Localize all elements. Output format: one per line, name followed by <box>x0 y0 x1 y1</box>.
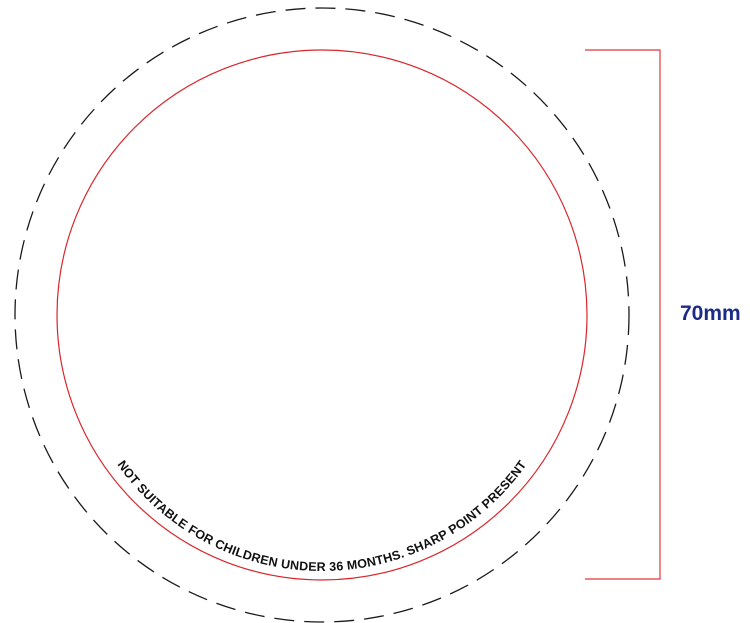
dimension-bracket <box>585 49 661 580</box>
dimension-label: 70mm <box>680 302 741 325</box>
bleed-circle-dashed <box>14 7 630 623</box>
safety-warning-curved-text: NOT SUITABLE FOR CHILDREN UNDER 36 MONTH… <box>115 458 530 574</box>
trim-circle-red <box>56 49 588 581</box>
